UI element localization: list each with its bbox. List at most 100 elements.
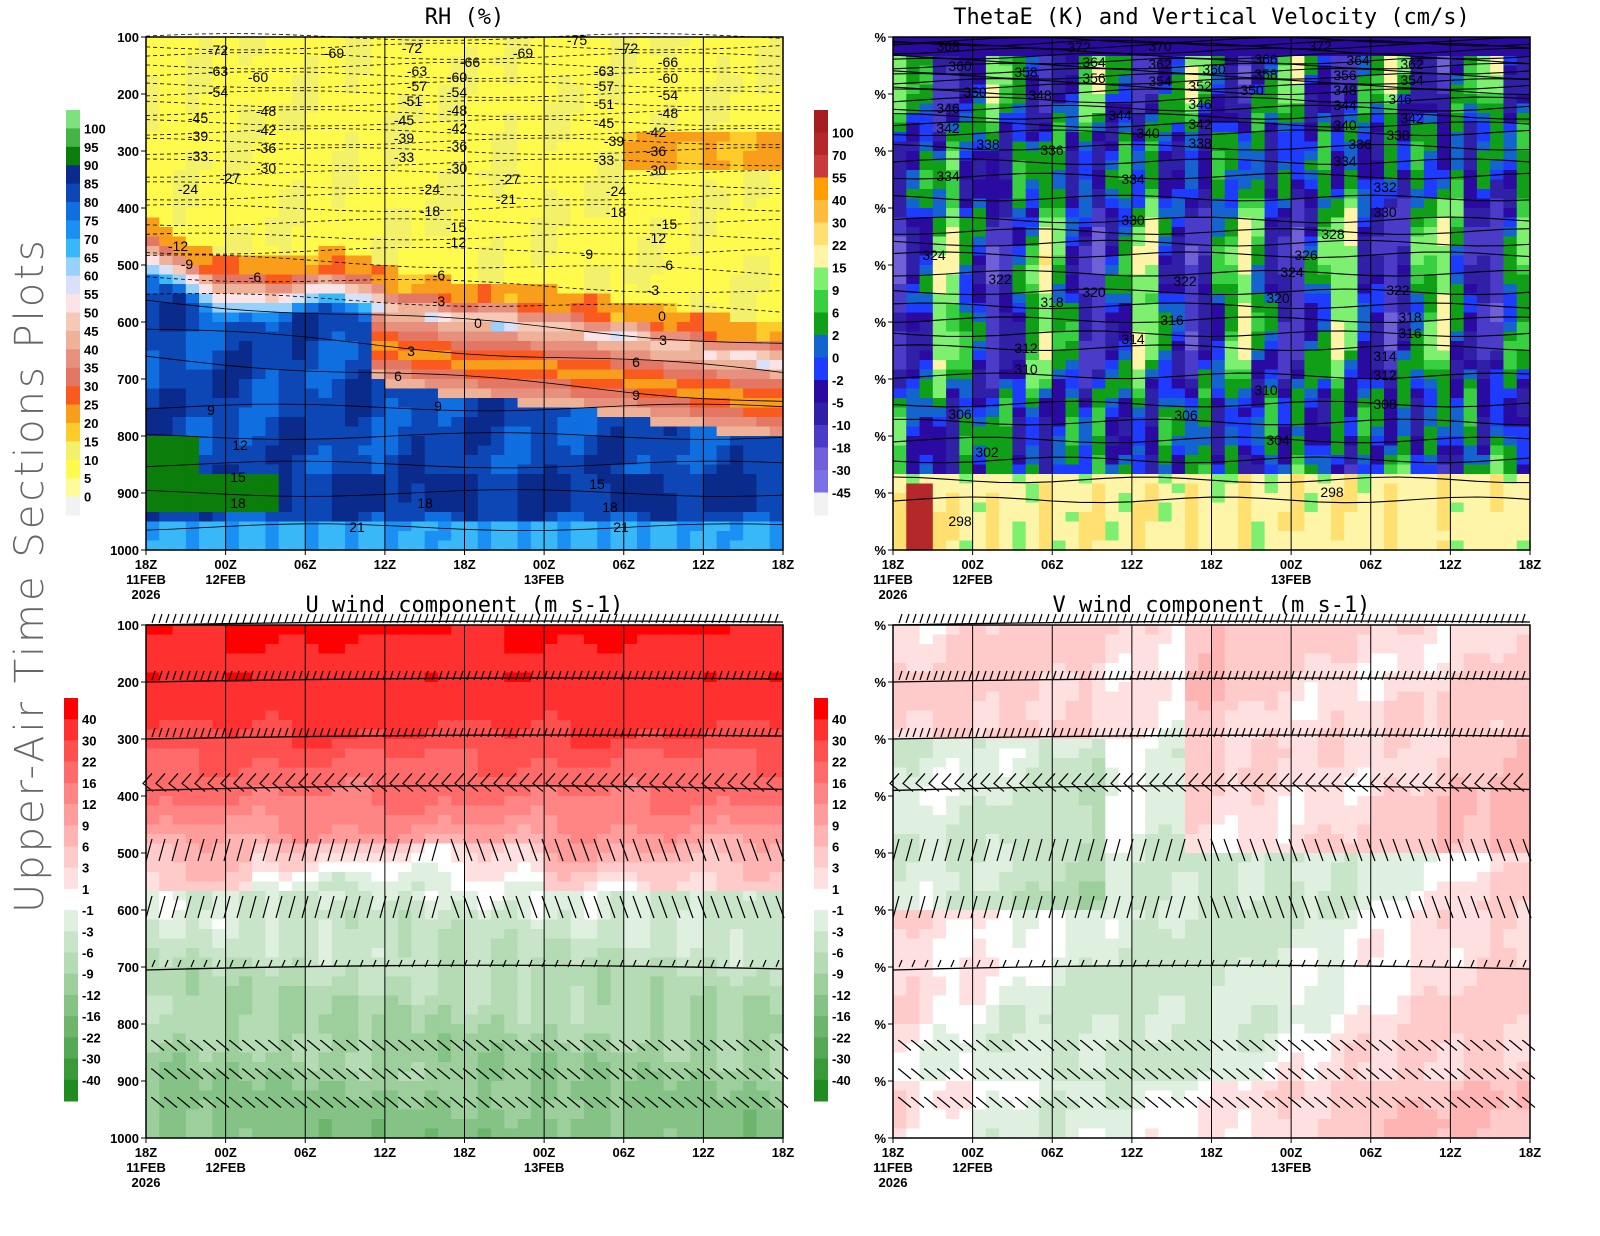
field-cell [583,84,598,95]
field-cell [252,455,267,466]
field-cell [610,303,625,314]
field-cell [650,208,665,219]
field-cell [1131,417,1146,428]
field-cell [650,284,665,295]
field-cell [1251,331,1266,342]
field-cell [504,141,519,152]
field-cell [504,179,519,190]
field-cell [597,436,612,447]
field-cell [1291,407,1305,418]
field-cell [1211,407,1226,418]
field-cell [570,198,585,209]
field-cell [756,540,771,551]
field-cell [999,512,1014,523]
field-cell [411,132,426,143]
field-cell [1330,312,1345,323]
field-cell [331,398,346,409]
field-cell [729,464,744,475]
field-cell [1317,227,1332,238]
colorbar-label: 60 [84,269,98,284]
field-cell [1317,502,1332,513]
field-cell [972,350,987,361]
field-cell [1038,160,1053,171]
field-cell [999,75,1014,86]
field-cell [358,246,373,257]
field-cell [345,493,359,504]
field-cell [919,208,934,219]
field-cell [1038,483,1053,494]
field-cell [1410,474,1425,485]
field-cell [1397,274,1412,285]
field-cell [1344,132,1359,143]
field-cell [623,274,638,285]
field-cell [1317,103,1332,114]
field-cell [1198,322,1213,333]
field-cell [411,322,426,333]
field-cell [1052,483,1067,494]
field-cell [1131,312,1146,323]
field-cell [999,474,1014,485]
field-cell [637,455,651,466]
field-cell [1025,160,1040,171]
field-cell [756,493,771,504]
field-cell [597,208,612,219]
field-cell [318,417,333,428]
field-cell [398,37,413,48]
field-cell [1344,141,1359,152]
field-cell [756,360,771,371]
field-cell [1344,189,1359,200]
field-cell [291,284,306,295]
field-cell [932,303,947,314]
field-cell [491,284,505,295]
field-cell [557,455,572,466]
field-cell [637,369,651,380]
field-cell [893,46,907,57]
field-cell [1025,350,1040,361]
field-cell [185,141,200,152]
field-cell [345,483,359,494]
field-cell [906,360,921,371]
field-cell [1370,122,1385,133]
field-cell [597,141,612,152]
field-cell [972,103,987,114]
field-cell [663,398,678,409]
field-cell [1184,265,1199,276]
field-cell [972,464,987,475]
field-cell [743,388,758,399]
field-cell [424,122,439,133]
field-cell [1437,274,1451,285]
field-cell [1065,75,1080,86]
field-cell [1025,103,1040,114]
field-cell [743,84,758,95]
field-cell [932,56,947,67]
field-cell [1397,350,1412,361]
field-cell [637,84,651,95]
field-cell [291,217,306,228]
field-cell [1025,217,1040,228]
field-cell [703,179,718,190]
field-cell [650,293,665,304]
field-cell [1410,540,1425,551]
field-cell [1012,483,1027,494]
field-cell [623,132,638,143]
field-cell [1184,398,1199,409]
field-cell [570,151,585,162]
field-cell [676,436,691,447]
field-cell [172,65,187,76]
field-cell [1012,255,1027,266]
field-cell [491,455,505,466]
y-tick-label: 600 [117,315,139,330]
field-cell [252,483,267,494]
field-cell [637,179,651,190]
field-cell [946,540,960,551]
field-cell [1092,170,1106,181]
y-tick-label: 800 [117,429,139,444]
field-cell [906,75,921,86]
field-cell [557,160,572,171]
field-cell [1158,407,1173,418]
field-cell [345,417,359,428]
field-cell [1291,379,1305,390]
field-cell [1145,255,1160,266]
field-cell [637,56,651,67]
field-cell [610,284,625,295]
